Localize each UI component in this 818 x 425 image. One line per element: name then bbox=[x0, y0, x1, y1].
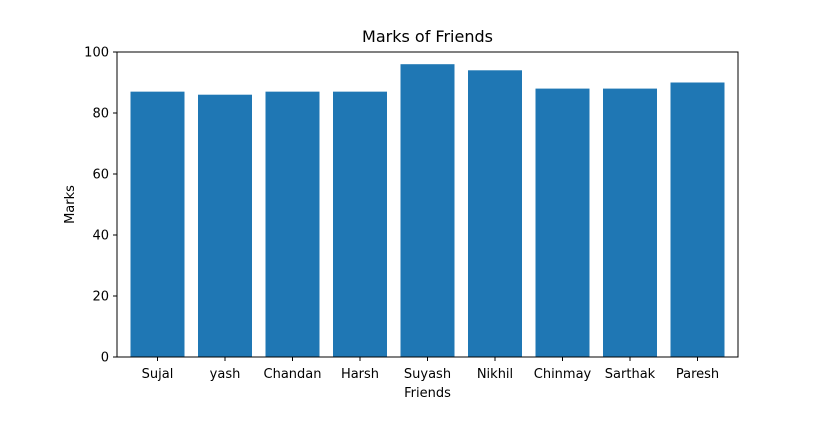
x-tick-label: yash bbox=[210, 367, 241, 382]
plot-area-frame bbox=[116, 51, 739, 358]
bar-sujal bbox=[130, 91, 185, 358]
x-axis-ticks: Sujal yash Chandan Harsh Suyash Nikhil Chinmay… bbox=[142, 357, 719, 382]
y-tick-label: 80 bbox=[92, 107, 109, 122]
bar-chandan bbox=[265, 91, 320, 358]
y-axis-ticks: 0 20 40 60 80 100 bbox=[84, 46, 117, 366]
chart-title: Marks of Friends bbox=[362, 27, 493, 46]
bars-group bbox=[130, 64, 725, 358]
x-tick-label: Sujal bbox=[142, 367, 174, 382]
y-tick-label: 20 bbox=[92, 290, 109, 305]
bar-paresh bbox=[670, 82, 725, 357]
bar-nikhil bbox=[468, 70, 522, 358]
x-tick-label: Nikhil bbox=[477, 367, 513, 382]
x-tick-label: Suyash bbox=[404, 367, 451, 382]
y-tick-label: 60 bbox=[92, 168, 109, 183]
x-tick-label: Chandan bbox=[264, 367, 322, 382]
bar-harsh bbox=[333, 91, 387, 358]
y-tick-label: 0 bbox=[101, 351, 109, 366]
y-axis-label: Marks bbox=[63, 185, 78, 224]
y-tick-label: 40 bbox=[92, 229, 109, 244]
bar-suyash bbox=[400, 64, 455, 357]
bar-yash bbox=[198, 94, 252, 357]
x-tick-label: Harsh bbox=[341, 367, 379, 382]
bar-sarthak bbox=[603, 88, 657, 357]
x-tick-label: Sarthak bbox=[605, 367, 656, 382]
x-axis-label: Friends bbox=[404, 386, 451, 401]
x-tick-label: Chinmay bbox=[534, 367, 592, 382]
y-tick-label: 100 bbox=[84, 46, 109, 61]
x-tick-label: Paresh bbox=[676, 367, 719, 382]
bar-chinmay bbox=[535, 88, 590, 357]
